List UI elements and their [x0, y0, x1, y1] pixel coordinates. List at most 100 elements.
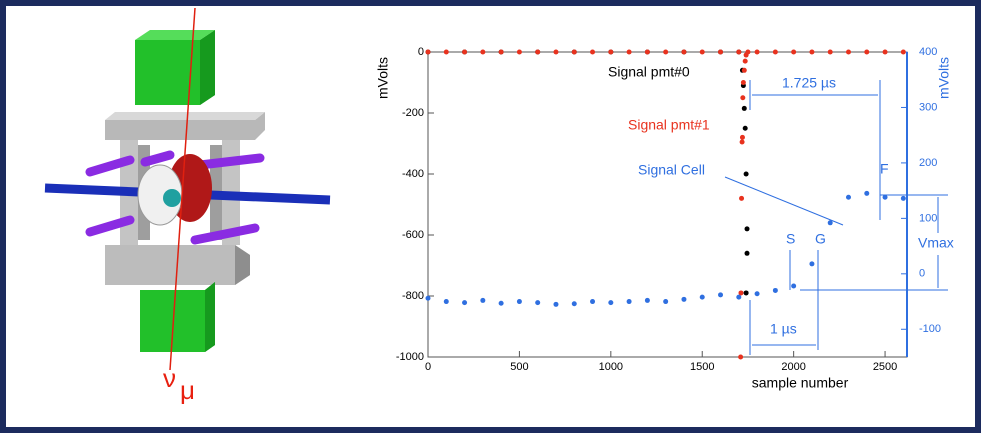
data-point	[498, 49, 504, 55]
data-point	[590, 299, 596, 305]
data-point	[681, 296, 687, 302]
annotation: Signal Cell	[638, 162, 705, 178]
data-point	[425, 295, 431, 301]
detector-drawing	[44, 7, 331, 371]
data-point	[425, 49, 431, 55]
data-point	[608, 49, 614, 55]
data-point	[864, 190, 870, 196]
data-point	[739, 195, 745, 201]
nu-symbol: ν	[163, 363, 176, 393]
x-tick-label: 500	[510, 361, 528, 373]
y2-tick-label: 300	[919, 101, 937, 113]
data-point	[772, 49, 778, 55]
data-point	[740, 95, 746, 101]
data-point	[736, 294, 742, 300]
y2-tick-label: -100	[919, 323, 941, 335]
data-point	[535, 49, 541, 55]
data-point	[744, 226, 750, 232]
data-point	[845, 49, 851, 55]
data-point	[742, 58, 748, 64]
data-point	[742, 125, 748, 131]
data-point	[754, 49, 760, 55]
data-point	[590, 49, 596, 55]
data-point	[745, 49, 751, 55]
annotation: G	[815, 231, 826, 247]
annotation: Signal pmt#1	[628, 117, 710, 133]
y-tick-label: -1000	[396, 351, 424, 363]
data-point	[626, 49, 632, 55]
annotation: F	[880, 161, 889, 177]
data-point	[741, 67, 747, 73]
y-tick-label: 0	[418, 46, 424, 58]
data-point	[663, 49, 669, 55]
y2-tick-label: 400	[919, 46, 937, 58]
data-point	[498, 300, 504, 306]
y-tick-label: -200	[402, 107, 424, 119]
data-point	[739, 139, 745, 145]
y2-tick-label: 0	[919, 268, 925, 280]
data-point	[535, 300, 541, 306]
data-point	[739, 134, 745, 140]
data-point	[699, 294, 705, 300]
data-point	[699, 49, 705, 55]
data-point	[882, 194, 888, 200]
data-point	[754, 291, 760, 297]
annotation: Vmax	[918, 235, 954, 251]
x-axis-label: sample number	[752, 375, 849, 391]
data-point	[516, 299, 522, 305]
data-point	[864, 49, 870, 55]
data-point	[827, 49, 833, 55]
data-point	[791, 49, 797, 55]
data-point	[809, 261, 815, 267]
y-tick-label: -400	[402, 168, 424, 180]
x-tick-label: 1000	[599, 361, 623, 373]
data-point	[462, 300, 468, 306]
data-point	[900, 195, 906, 201]
annotation: 1.725 µs	[782, 75, 836, 91]
data-point	[743, 290, 749, 296]
data-point	[744, 250, 750, 256]
data-point	[827, 220, 833, 226]
data-point	[462, 49, 468, 55]
x-tick-label: 2000	[781, 361, 805, 373]
data-point	[553, 49, 559, 55]
data-point	[845, 194, 851, 200]
data-point	[736, 49, 742, 55]
data-point	[809, 49, 815, 55]
annotation: S	[786, 231, 795, 247]
data-point	[882, 49, 888, 55]
y2-tick-label: 200	[919, 157, 937, 169]
y2-axis-label: mVolts	[936, 57, 952, 99]
data-point	[663, 299, 669, 305]
data-point	[608, 300, 614, 306]
data-point	[626, 299, 632, 305]
data-point	[553, 301, 559, 307]
x-tick-label: 2500	[873, 361, 897, 373]
annotation: 1 µs	[770, 321, 797, 337]
data-point	[743, 171, 749, 177]
data-point	[571, 301, 577, 307]
data-point	[738, 290, 744, 296]
data-point	[900, 49, 906, 55]
y2-tick-label: 100	[919, 212, 937, 224]
y-tick-label: -600	[402, 229, 424, 241]
data-point	[516, 49, 522, 55]
data-point	[740, 80, 746, 85]
data-point	[718, 292, 724, 298]
data-point	[772, 287, 778, 293]
data-point	[738, 354, 744, 360]
data-point	[681, 49, 687, 55]
annotation: Signal pmt#0	[608, 64, 690, 80]
data-point	[741, 105, 747, 111]
x-tick-label: 0	[425, 361, 431, 373]
data-point	[443, 49, 449, 55]
data-point	[480, 297, 486, 303]
data-point	[791, 283, 797, 289]
data-point	[644, 49, 650, 55]
y-axis-label: mVolts	[375, 57, 391, 99]
data-point	[443, 299, 449, 305]
mu-subscript: μ	[180, 375, 195, 405]
annotation-lines	[724, 80, 948, 355]
data-point	[571, 49, 577, 55]
